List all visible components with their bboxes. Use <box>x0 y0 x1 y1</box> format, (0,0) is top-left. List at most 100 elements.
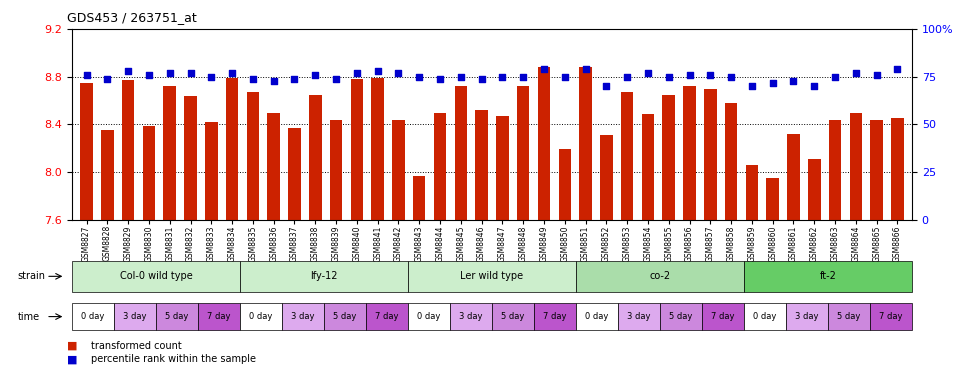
Bar <box>579 67 591 220</box>
Bar <box>350 79 363 220</box>
Bar <box>81 83 93 220</box>
Point <box>849 70 864 76</box>
Point <box>453 74 468 80</box>
Point <box>120 68 135 74</box>
Point <box>162 70 178 76</box>
Text: 3 day: 3 day <box>291 312 315 321</box>
Text: 5 day: 5 day <box>837 312 861 321</box>
Point <box>225 70 240 76</box>
Point <box>307 72 323 78</box>
Text: 5 day: 5 day <box>669 312 693 321</box>
Text: co-2: co-2 <box>649 271 671 281</box>
Point <box>661 74 677 80</box>
Point <box>349 70 365 76</box>
Point <box>619 74 635 80</box>
Bar <box>309 95 322 220</box>
Point <box>703 72 718 78</box>
Text: 3 day: 3 day <box>459 312 483 321</box>
Bar <box>122 81 134 220</box>
Point <box>682 72 697 78</box>
Point <box>141 72 156 78</box>
Text: 3 day: 3 day <box>627 312 651 321</box>
Bar <box>372 78 384 220</box>
Point <box>869 72 884 78</box>
Point <box>328 76 344 82</box>
Text: 7 day: 7 day <box>207 312 230 321</box>
Text: GDS453 / 263751_at: GDS453 / 263751_at <box>67 11 197 24</box>
Point <box>370 68 385 74</box>
Bar <box>871 120 883 220</box>
Point <box>474 76 490 82</box>
Point <box>516 74 531 80</box>
Text: 7 day: 7 day <box>543 312 566 321</box>
Point <box>391 70 406 76</box>
Bar <box>746 165 758 220</box>
Bar <box>434 113 446 220</box>
Text: 3 day: 3 day <box>123 312 147 321</box>
Bar <box>808 159 821 220</box>
Point <box>786 78 802 83</box>
Text: 0 day: 0 day <box>754 312 777 321</box>
Point <box>432 76 447 82</box>
Text: 5 day: 5 day <box>165 312 189 321</box>
Text: Col-0 wild type: Col-0 wild type <box>120 271 192 281</box>
Bar <box>247 92 259 220</box>
Point <box>204 74 219 80</box>
Point <box>724 74 739 80</box>
Bar <box>393 120 405 220</box>
Text: 5 day: 5 day <box>501 312 525 321</box>
Bar <box>828 120 841 220</box>
Point <box>890 66 905 72</box>
Bar <box>163 86 176 220</box>
Point <box>599 83 614 89</box>
Text: time: time <box>17 311 39 322</box>
Point <box>806 83 822 89</box>
Bar <box>413 176 425 220</box>
Text: 0 day: 0 day <box>586 312 609 321</box>
Text: ■: ■ <box>67 354 78 365</box>
Point <box>537 66 552 72</box>
Bar <box>516 86 529 220</box>
Text: 3 day: 3 day <box>795 312 819 321</box>
Bar <box>787 134 800 220</box>
Bar <box>538 67 550 220</box>
Point <box>494 74 510 80</box>
Text: 7 day: 7 day <box>879 312 902 321</box>
Point <box>287 76 302 82</box>
Bar <box>600 135 612 220</box>
Text: 0 day: 0 day <box>250 312 273 321</box>
Text: strain: strain <box>17 271 45 281</box>
Point <box>744 83 759 89</box>
Bar <box>330 120 343 220</box>
Point <box>765 80 780 86</box>
Point <box>557 74 572 80</box>
Bar <box>184 96 197 220</box>
Bar <box>662 95 675 220</box>
Bar <box>455 86 468 220</box>
Point <box>640 70 656 76</box>
Text: percentile rank within the sample: percentile rank within the sample <box>91 354 256 365</box>
Point <box>245 76 260 82</box>
Point <box>578 66 593 72</box>
Text: ft-2: ft-2 <box>820 271 836 281</box>
Text: 0 day: 0 day <box>418 312 441 321</box>
Bar <box>143 126 156 220</box>
Point <box>266 78 281 83</box>
Bar <box>850 113 862 220</box>
Bar <box>704 89 716 220</box>
Text: lfy-12: lfy-12 <box>310 271 338 281</box>
Point <box>79 72 94 78</box>
Point <box>100 76 115 82</box>
Bar <box>226 78 238 220</box>
Text: 0 day: 0 day <box>82 312 105 321</box>
Bar <box>101 130 113 220</box>
Bar <box>641 114 654 220</box>
Bar <box>288 128 300 220</box>
Bar <box>268 113 280 220</box>
Text: 7 day: 7 day <box>375 312 398 321</box>
Bar <box>475 110 488 220</box>
Text: 7 day: 7 day <box>711 312 734 321</box>
Point <box>828 74 843 80</box>
Text: Ler wild type: Ler wild type <box>461 271 523 281</box>
Bar <box>205 122 218 220</box>
